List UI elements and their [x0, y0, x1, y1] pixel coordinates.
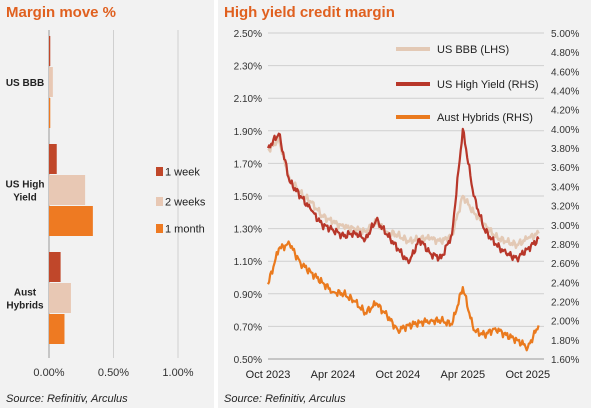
series-line-0 [267, 134, 540, 250]
bar-1-week [49, 144, 57, 174]
y-left-tick-label: 1.30% [234, 225, 262, 236]
legend-label: US High Yield (RHS) [437, 79, 538, 91]
bar-1-month [49, 206, 93, 236]
y-right-tick-label: 3.20% [551, 202, 579, 213]
x-tick-label: 1.00% [162, 367, 193, 379]
credit-margin-title: High yield credit margin [224, 4, 395, 21]
y-left-tick-label: 2.50% [234, 29, 262, 40]
x-tick-label: Oct 2024 [376, 369, 421, 381]
x-tick-label: Oct 2023 [246, 369, 291, 381]
y-right-tick-label: 4.40% [551, 87, 579, 98]
legend-label: 2 weeks [165, 197, 206, 209]
credit-margin-chart: 0.50% 0.70% 0.90% 1.10% 1.30% 1.50% 1.70% 1.90%… [234, 29, 580, 381]
bar-2-weeks [49, 175, 86, 205]
credit-margin-source: Source: Refinitiv, Arculus [224, 393, 346, 405]
legend-label: 1 week [165, 167, 200, 179]
y-right-tick-label: 3.40% [551, 182, 579, 193]
x-tick-label: 0.00% [33, 367, 64, 379]
y-left-tick-label: 2.30% [234, 62, 262, 73]
legend-label: US BBB (LHS) [437, 44, 509, 56]
margin-move-chart: 0.00% 0.50% 1.00% US BBB US High Yield Aust Hyb… [6, 30, 206, 379]
legend-label: 1 month [165, 224, 205, 236]
x-tick-label: Oct 2025 [505, 369, 550, 381]
margin-move-title: Margin move % [6, 4, 117, 21]
y-right-tick-label: 4.20% [551, 106, 579, 117]
y-right-tick-label: 3.00% [551, 221, 579, 232]
y-right-tick-label: 2.20% [551, 297, 579, 308]
category-label: US High [6, 180, 45, 191]
legend-swatch [156, 167, 163, 176]
bar-2-weeks [49, 67, 53, 97]
x-tick-label: Apr 2024 [311, 369, 356, 381]
legend-swatch [156, 197, 163, 206]
y-right-tick-label: 2.60% [551, 259, 579, 270]
bar-1-month [49, 314, 65, 344]
bar-1-month [49, 98, 51, 128]
y-right-tick-label: 1.60% [551, 355, 579, 366]
y-right-tick-label: 2.80% [551, 240, 579, 251]
y-left-tick-label: 1.10% [234, 257, 262, 268]
y-right-tick-label: 3.60% [551, 163, 579, 174]
y-left-tick-label: 0.90% [234, 290, 262, 301]
series-line-1 [266, 127, 540, 265]
y-left-tick-label: 1.50% [234, 192, 262, 203]
margin-move-source: Source: Refinitiv, Arculus [6, 393, 128, 405]
category-label: US BBB [6, 78, 44, 89]
x-tick-label: Apr 2025 [440, 369, 485, 381]
y-left-tick-label: 0.70% [234, 322, 262, 333]
category-label: Aust [14, 288, 37, 299]
y-left-tick-label: 1.90% [234, 127, 262, 138]
bar-2-weeks [49, 283, 71, 313]
legend-swatch [156, 224, 163, 233]
y-right-tick-label: 1.80% [551, 336, 579, 347]
y-right-tick-label: 2.40% [551, 278, 579, 289]
category-label: Hybrids [6, 301, 44, 312]
category-label: Yield [13, 193, 37, 204]
credit-margin-panel: High yield credit margin 0.50% 0.70% 0.90%… [218, 0, 591, 408]
y-right-tick-label: 2.00% [551, 317, 579, 328]
bar-1-week [49, 252, 61, 282]
legend-label: Aust Hybrids (RHS) [437, 112, 533, 124]
y-right-tick-label: 4.60% [551, 67, 579, 78]
bar-1-week [49, 36, 51, 66]
y-left-tick-label: 1.70% [234, 159, 262, 170]
y-right-tick-label: 4.80% [551, 48, 579, 59]
series-line-2 [267, 240, 540, 352]
y-left-tick-label: 2.10% [234, 94, 262, 105]
y-right-tick-label: 4.00% [551, 125, 579, 136]
y-left-tick-label: 0.50% [234, 355, 262, 366]
margin-move-panel: Margin move % 0.00% 0.50% 1.00% US BBB US Hi… [0, 0, 214, 408]
x-tick-label: 0.50% [98, 367, 129, 379]
y-right-tick-label: 5.00% [551, 29, 579, 40]
y-right-tick-label: 3.80% [551, 144, 579, 155]
